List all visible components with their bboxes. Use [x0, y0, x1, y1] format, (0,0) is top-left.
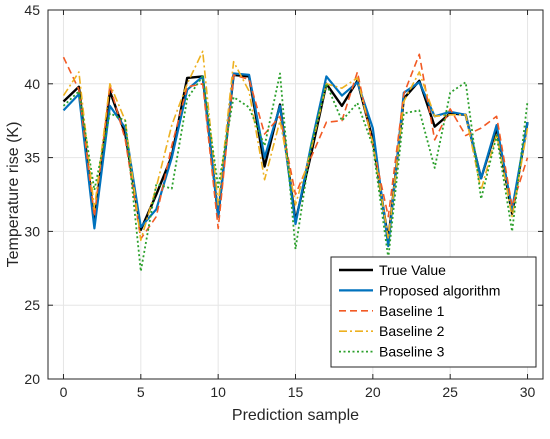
x-tick-label: 20	[365, 384, 381, 400]
legend-label-2: Baseline 1	[379, 303, 445, 319]
series-line-1	[62, 72, 529, 248]
series-line-3	[62, 50, 529, 242]
y-tick-label: 20	[24, 371, 40, 387]
y-tick-label: 25	[24, 297, 40, 313]
series-line-4	[62, 72, 529, 273]
y-tick-label: 30	[24, 223, 40, 239]
legend-label-3: Baseline 2	[379, 323, 445, 339]
legend: True Value Proposed algorithm Baseline 1 Ba…	[330, 256, 537, 368]
axis-ticks: 0 5 10 15 20 25 30 20 25 30 35 40 45	[24, 2, 543, 400]
x-tick-label: 10	[210, 384, 226, 400]
x-tick-label: 25	[442, 384, 458, 400]
x-tick-label: 15	[288, 384, 304, 400]
legend-box	[330, 256, 537, 368]
series-lines	[62, 50, 529, 273]
x-tick-label: 5	[137, 384, 145, 400]
legend-label-4: Baseline 3	[379, 344, 445, 360]
legend-label-0: True Value	[379, 262, 446, 278]
legend-label-1: Proposed algorithm	[379, 282, 500, 298]
y-tick-label: 45	[24, 2, 40, 18]
x-tick-label: 0	[60, 384, 68, 400]
x-axis-label: Prediction sample	[232, 407, 359, 424]
y-axis-label: Temperature rise (K)	[5, 122, 22, 268]
x-tick-label: 30	[520, 384, 536, 400]
y-tick-label: 35	[24, 150, 40, 166]
y-tick-label: 40	[24, 76, 40, 92]
